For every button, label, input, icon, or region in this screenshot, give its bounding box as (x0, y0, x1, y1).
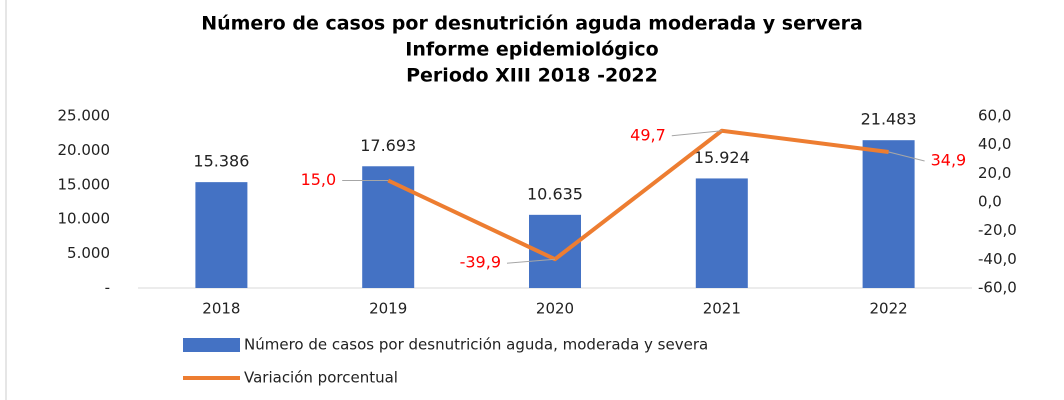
x-tick-label: 2022 (870, 300, 908, 318)
line-value-label: 15,0 (301, 170, 337, 189)
x-tick-label: 2019 (369, 300, 407, 318)
y-tick-label: - (105, 279, 110, 297)
y2-tick-label: 20,0 (978, 164, 1011, 182)
legend-label: Variación porcentual (244, 369, 398, 387)
y-tick-label: 15.000 (58, 175, 111, 193)
line-series (387, 128, 889, 262)
bar-value-label: 17.693 (360, 136, 416, 155)
y-tick-label: 20.000 (58, 141, 111, 159)
leader-line (888, 151, 925, 162)
y2-tick-label: 0,0 (978, 193, 1002, 211)
bar-value-label: 15.924 (694, 148, 750, 167)
legend-swatch (183, 338, 240, 352)
chart-title: Número de casos por desnutrición aguda m… (201, 13, 863, 35)
bar-value-label: 21.483 (861, 110, 917, 129)
x-tick-label: 2018 (202, 300, 240, 318)
y2-tick-label: 40,0 (978, 135, 1011, 153)
y2-tick-label: -40,0 (978, 250, 1017, 268)
line-value-label: 49,7 (630, 125, 666, 144)
y-tick-label: 25.000 (58, 107, 111, 125)
leader-line (506, 258, 556, 264)
leader-line (671, 130, 722, 137)
chart-title: Informe epidemiológico (405, 39, 658, 61)
line-value-label: 34,9 (931, 150, 967, 169)
y2-tick-label: 60,0 (978, 107, 1011, 125)
x-tick-label: 2020 (536, 300, 574, 318)
line-value-label: -39,9 (460, 253, 501, 272)
y2-tick-label: -60,0 (978, 279, 1017, 297)
y2-tick-label: -20,0 (978, 221, 1017, 239)
bar-value-label: 10.635 (527, 184, 583, 203)
bar (362, 166, 415, 288)
bar (195, 182, 248, 288)
y-tick-label: 5.000 (67, 244, 110, 262)
x-tick-label: 2021 (703, 300, 741, 318)
bar (695, 178, 748, 288)
chart-title: Periodo XIII 2018 -2022 (406, 65, 658, 87)
legend-label: Número de casos por desnutrición aguda, … (244, 336, 708, 354)
bar (862, 140, 915, 288)
bar-value-label: 15.386 (193, 152, 249, 171)
y-tick-label: 10.000 (58, 210, 111, 228)
